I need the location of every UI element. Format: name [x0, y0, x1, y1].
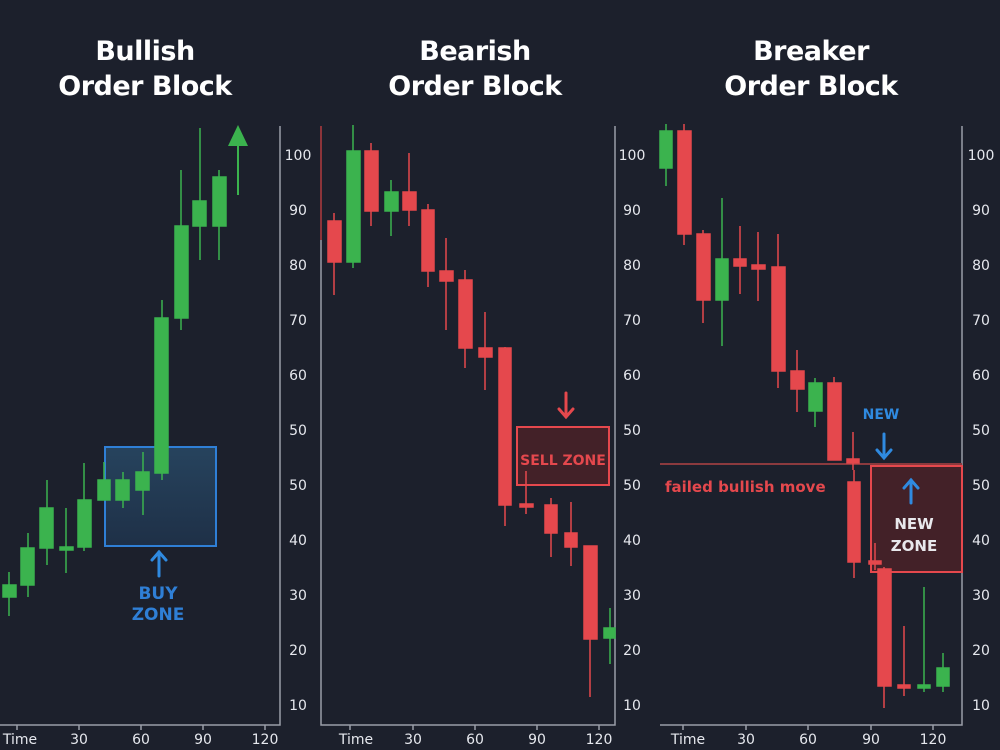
panel-3-y-labels: 100 90 80 70 60 50 50 40 30 20 10 [968, 148, 995, 714]
svg-text:90: 90 [862, 732, 880, 748]
x-ticks [16, 725, 934, 730]
new-label: NEW [863, 407, 900, 423]
svg-text:50: 50 [623, 478, 641, 494]
svg-text:60: 60 [132, 732, 150, 748]
svg-text:Time: Time [2, 732, 37, 748]
panel-3-title: Breaker Order Block [696, 34, 926, 104]
panel-1-x-labels: Time 30 60 90 120 [2, 732, 279, 748]
svg-text:70: 70 [623, 313, 641, 329]
svg-text:90: 90 [972, 203, 990, 219]
arrow-up-icon [228, 125, 248, 195]
new-zone-label-1: NEW [894, 515, 934, 533]
svg-text:40: 40 [289, 533, 307, 549]
panel-3-title-line2: Order Block [724, 71, 898, 102]
svg-text:80: 80 [972, 258, 990, 274]
svg-text:80: 80 [289, 258, 307, 274]
svg-text:20: 20 [972, 643, 990, 659]
svg-text:100: 100 [619, 148, 646, 164]
panel-1-title: Bullish Order Block [30, 34, 260, 104]
svg-text:30: 30 [623, 588, 641, 604]
svg-text:80: 80 [623, 258, 641, 274]
svg-text:90: 90 [528, 732, 546, 748]
svg-text:90: 90 [289, 203, 307, 219]
new-arrow-down-icon [875, 432, 893, 461]
svg-text:10: 10 [972, 698, 990, 714]
svg-text:60: 60 [289, 368, 307, 384]
panel-3-title-line1: Breaker [753, 36, 869, 67]
panel-3-x-labels: Time 30 60 90 120 [670, 732, 947, 748]
svg-text:40: 40 [623, 533, 641, 549]
panel-2-title: Bearish Order Block [360, 34, 590, 104]
panel-1-title-line2: Order Block [58, 71, 232, 102]
svg-text:100: 100 [968, 148, 995, 164]
svg-text:120: 120 [252, 732, 279, 748]
panel-2-candles [327, 125, 616, 697]
panel-2-title-line1: Bearish [419, 36, 531, 67]
svg-text:Time: Time [670, 732, 705, 748]
svg-text:60: 60 [972, 368, 990, 384]
svg-text:70: 70 [972, 313, 990, 329]
panel-1-y-labels: 100 90 80 70 60 50 50 40 30 20 10 [285, 148, 312, 714]
panel-1-title-line1: Bullish [95, 36, 195, 67]
buy-zone-annotation: BUY ZONE [132, 549, 185, 625]
svg-text:30: 30 [404, 732, 422, 748]
svg-text:50: 50 [289, 478, 307, 494]
sell-zone-label: SELL ZONE [520, 453, 606, 469]
svg-text:50: 50 [623, 423, 641, 439]
new-zone-box [870, 465, 963, 573]
svg-text:60: 60 [466, 732, 484, 748]
panel-2-axes [320, 126, 616, 726]
svg-text:60: 60 [799, 732, 817, 748]
svg-text:30: 30 [737, 732, 755, 748]
sell-zone-box [516, 426, 610, 486]
svg-text:20: 20 [623, 643, 641, 659]
buy-arrow-up-icon [150, 549, 168, 578]
svg-text:120: 120 [586, 732, 613, 748]
svg-text:120: 120 [920, 732, 947, 748]
svg-text:20: 20 [289, 643, 307, 659]
new-zone-arrow-up-icon [902, 477, 920, 505]
panel-3-axes [660, 126, 963, 726]
svg-text:100: 100 [285, 148, 312, 164]
svg-text:50: 50 [289, 423, 307, 439]
svg-text:BUY: BUY [138, 584, 178, 604]
panel-3-candles [659, 124, 950, 708]
panel-1-axes [0, 126, 281, 726]
svg-text:30: 30 [70, 732, 88, 748]
svg-text:60: 60 [623, 368, 641, 384]
panel-2-y-labels: 100 90 80 70 60 50 50 40 30 20 10 [619, 148, 646, 714]
svg-text:70: 70 [289, 313, 307, 329]
svg-text:Time: Time [338, 732, 373, 748]
svg-text:90: 90 [623, 203, 641, 219]
failed-bullish-move-label: failed bullish move [665, 478, 826, 496]
svg-text:40: 40 [972, 533, 990, 549]
svg-text:10: 10 [289, 698, 307, 714]
new-zone-label-2: ZONE [891, 537, 937, 555]
panel-2-title-line2: Order Block [388, 71, 562, 102]
svg-text:50: 50 [972, 478, 990, 494]
svg-text:30: 30 [289, 588, 307, 604]
sell-arrow-down-icon [557, 391, 575, 420]
panel-1-candles [2, 128, 227, 616]
svg-text:30: 30 [972, 588, 990, 604]
svg-text:90: 90 [194, 732, 212, 748]
svg-text:50: 50 [972, 423, 990, 439]
panel-2-x-labels: Time 30 60 90 120 [338, 732, 613, 748]
svg-text:ZONE: ZONE [132, 605, 185, 625]
svg-text:10: 10 [623, 698, 641, 714]
